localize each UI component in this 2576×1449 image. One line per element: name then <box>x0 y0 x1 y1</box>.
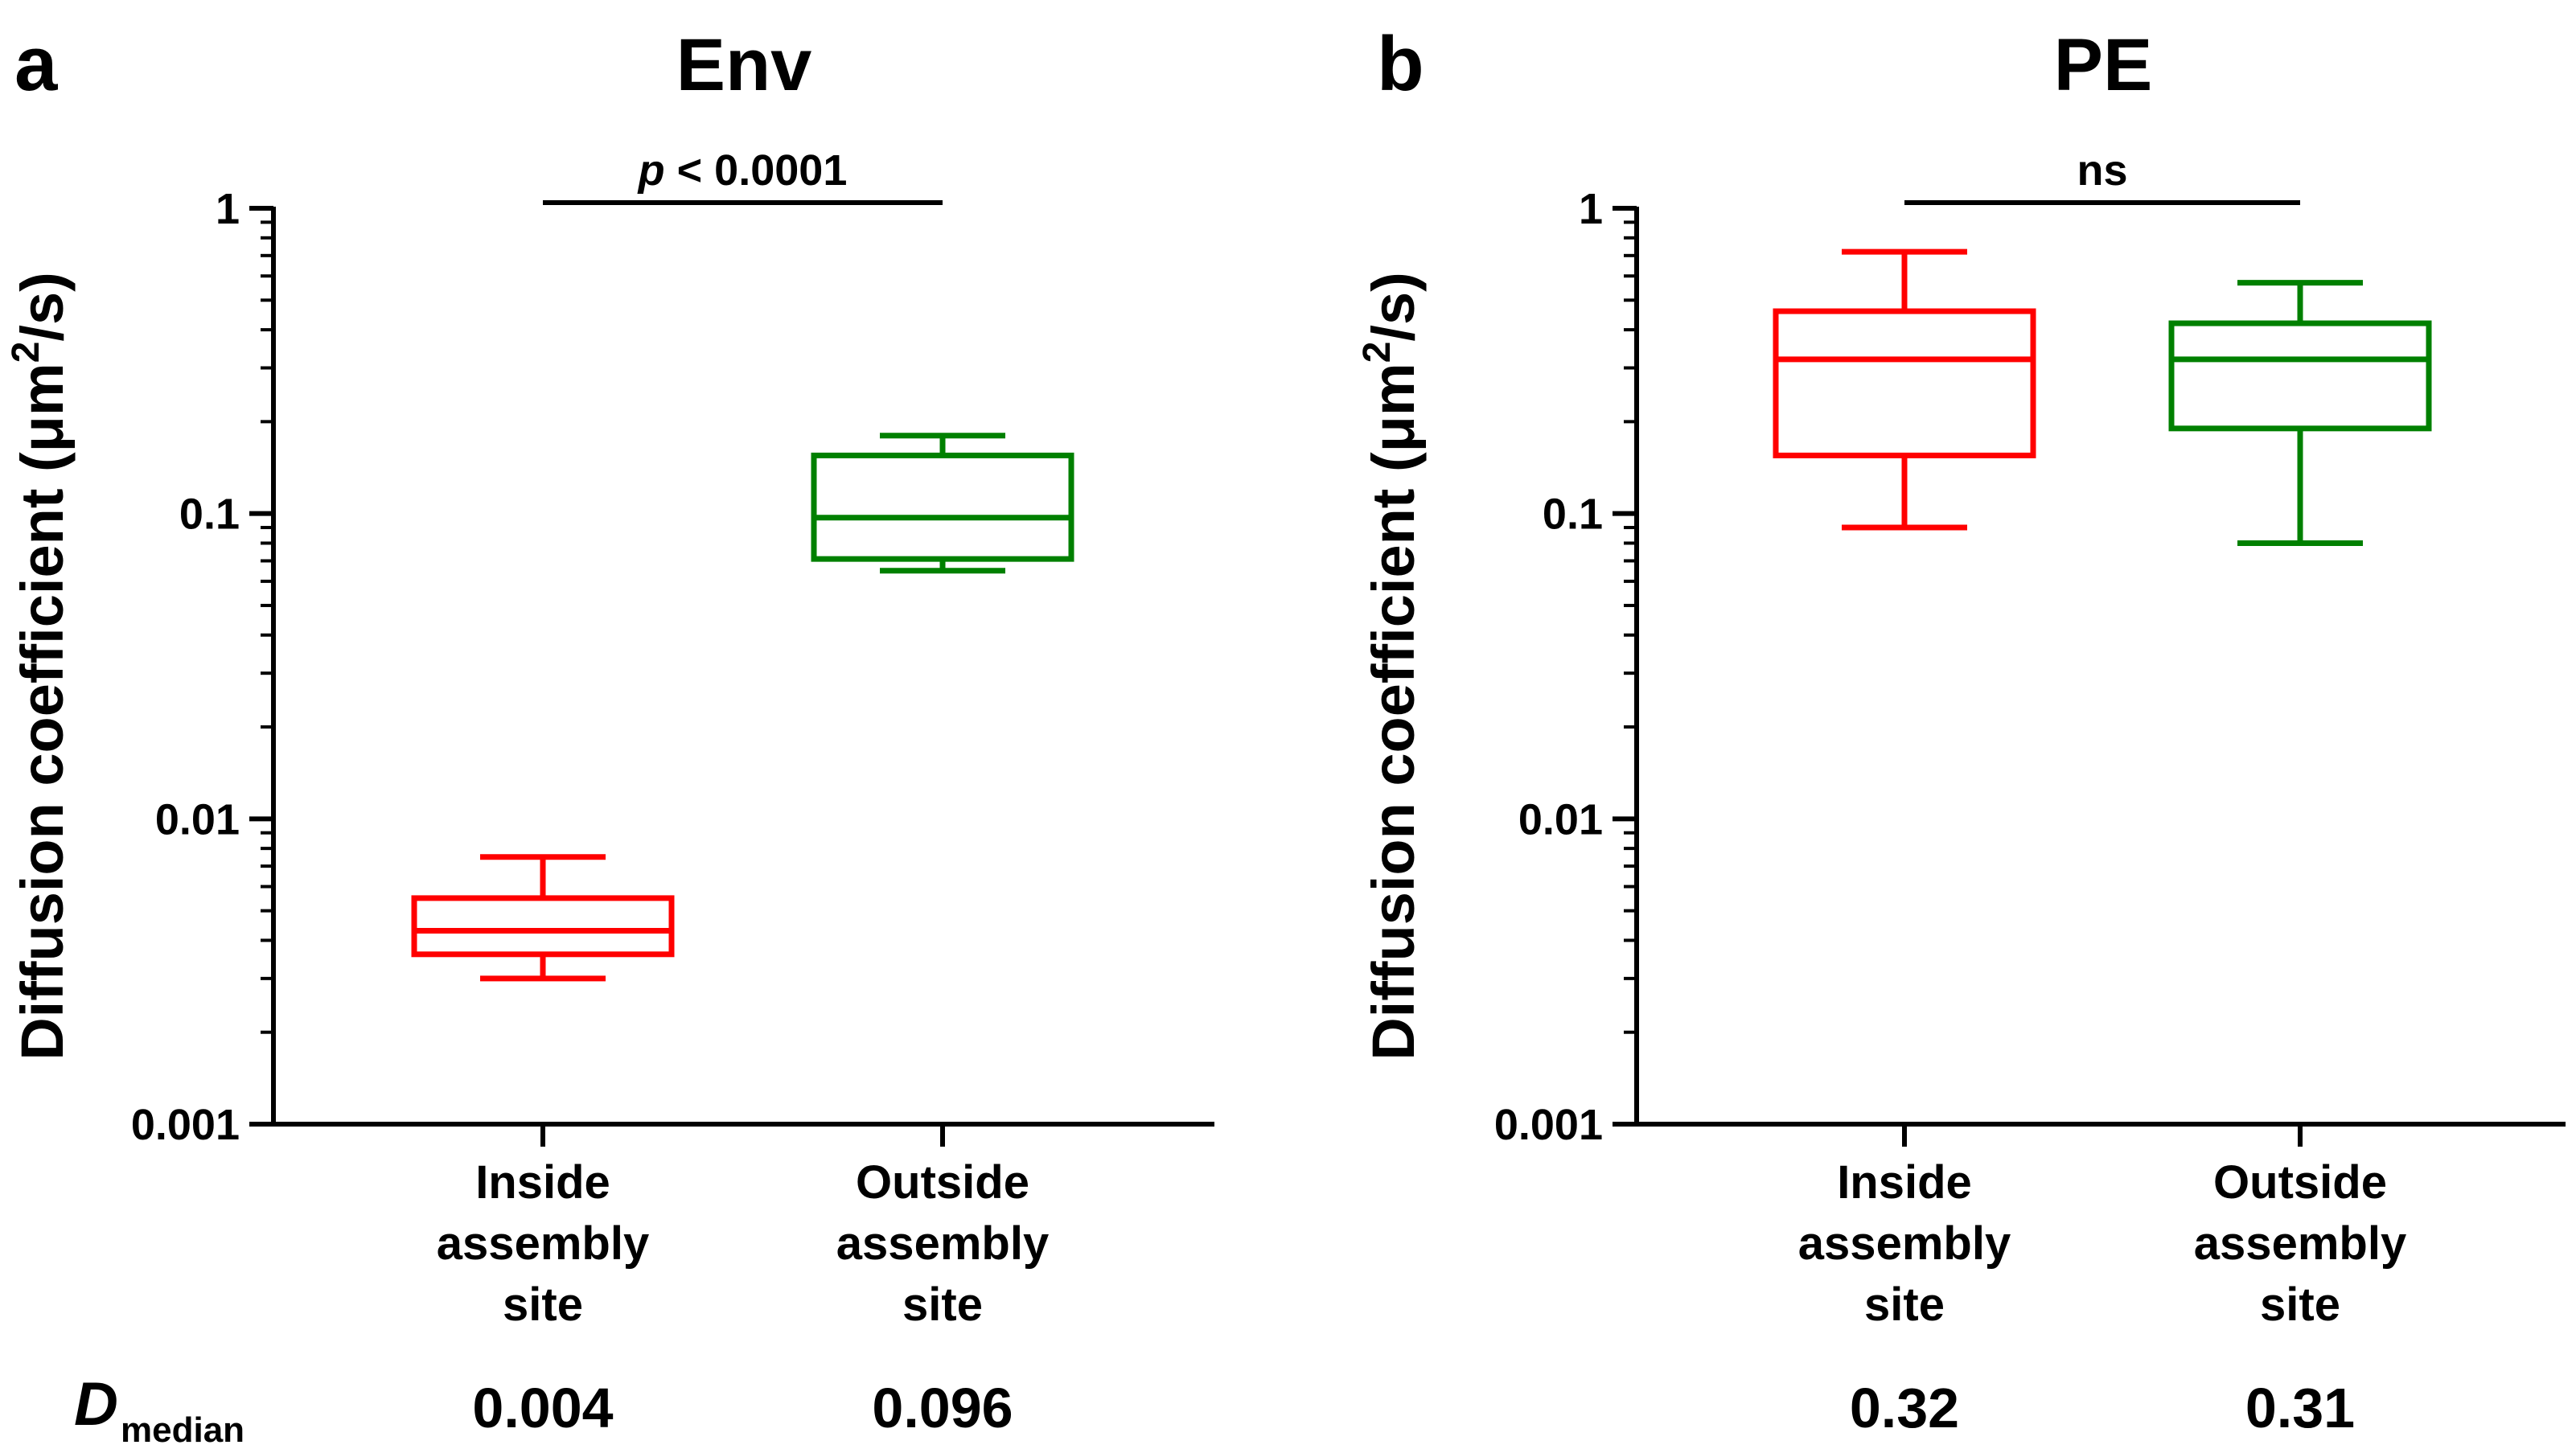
panel-label: a <box>14 21 58 107</box>
y-axis-title-sup: 2 <box>5 342 47 363</box>
significance-label: p < 0.0001 <box>637 146 848 195</box>
iqr-box <box>2168 320 2432 432</box>
median-value: 0.096 <box>872 1377 1013 1439</box>
x-category-label: Outside <box>856 1156 1029 1209</box>
box-plot <box>811 433 1074 574</box>
d-median-symbol: D <box>74 1370 118 1439</box>
y-tick-label: 0.001 <box>1494 1101 1603 1149</box>
y-tick-label: 0.01 <box>155 795 240 844</box>
x-category-label: assembly <box>836 1217 1049 1270</box>
x-category-label: assembly <box>2194 1217 2406 1270</box>
x-category-label: Outside <box>2213 1156 2387 1209</box>
median-value: 0.32 <box>1850 1377 1959 1439</box>
y-tick-label: 0.01 <box>1518 795 1603 844</box>
box-plot <box>1773 248 2036 531</box>
panel-b: b PE 1 0.1 0.01 0.001 Diffusion coefficient (μ… <box>1356 21 2566 1439</box>
panel-a: a Env 1 0.1 0.01 0.001 Diffusion coefficient (… <box>5 21 1214 1439</box>
y-axis-title-main: Diffusion coefficient (μm <box>9 363 76 1061</box>
d-median-label: D median <box>74 1370 244 1449</box>
x-category-label: Inside <box>475 1156 610 1209</box>
iqr-box <box>1773 308 2036 458</box>
x-category-label: site <box>503 1279 583 1331</box>
y-tick-label: 1 <box>1579 185 1603 233</box>
x-category-label: site <box>902 1279 983 1331</box>
y-axis-title-main: Diffusion coefficient (μm <box>1360 363 1427 1061</box>
median-value: 0.31 <box>2245 1377 2355 1439</box>
y-axis-title-tail: /s) <box>9 272 76 341</box>
y-axis-title: Diffusion coefficient (μm2/s) <box>1356 272 1427 1061</box>
d-median-subscript: median <box>121 1410 244 1449</box>
x-category-label: assembly <box>437 1217 649 1270</box>
y-tick-label: 0.1 <box>179 491 240 539</box>
y-axis-title-tail: /s) <box>1360 272 1427 341</box>
x-category-label: assembly <box>1798 1217 2011 1270</box>
chart-title: Env <box>676 24 812 106</box>
box-plot <box>2168 280 2432 546</box>
box-plot <box>411 854 675 982</box>
iqr-box <box>411 895 675 958</box>
x-category-label: site <box>1864 1279 1945 1331</box>
x-category-label: site <box>2260 1279 2340 1331</box>
y-tick-label: 0.001 <box>131 1101 240 1149</box>
chart-title: PE <box>2054 24 2153 106</box>
significance-label: ns <box>2077 146 2127 195</box>
iqr-box <box>811 452 1074 562</box>
median-value: 0.004 <box>472 1377 613 1439</box>
x-category-label: Inside <box>1837 1156 1972 1209</box>
y-tick-label: 0.1 <box>1543 491 1603 539</box>
y-axis-title: Diffusion coefficient (μm2/s) <box>5 272 76 1061</box>
panel-label: b <box>1377 21 1424 107</box>
y-tick-label: 1 <box>216 185 240 233</box>
y-axis-title-sup: 2 <box>1356 342 1399 363</box>
